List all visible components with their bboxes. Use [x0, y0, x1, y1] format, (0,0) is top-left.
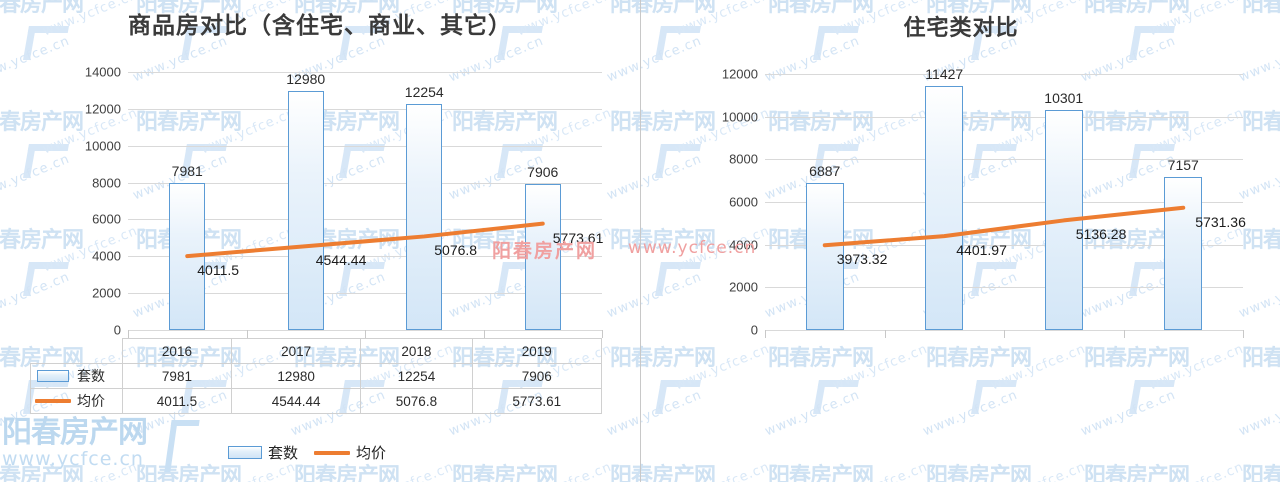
y-axis-tick-label: 0	[113, 322, 121, 338]
x-axis-tick	[602, 330, 603, 338]
chart-panel-residential: 住宅类对比 0 2000 4000 6000 8000 10000 12000 6887 114…	[641, 0, 1280, 482]
bar-value-label: 7981	[171, 162, 203, 179]
bar	[287, 90, 324, 330]
x-axis-tick	[1004, 330, 1005, 338]
gridline	[765, 287, 1243, 289]
chart-title-residential: 住宅类对比	[903, 15, 1019, 40]
bar-value-label: 10301	[1044, 90, 1084, 107]
bar-value-label: 11427	[925, 66, 964, 83]
x-axis-tick	[246, 330, 248, 338]
y-axis-tick-label: 2000	[729, 279, 758, 295]
panel-divider	[640, 0, 641, 482]
bar	[524, 184, 561, 330]
gridline	[765, 244, 1243, 246]
gridline	[765, 159, 1243, 161]
bar-value-label: 6887	[809, 163, 841, 180]
line-value-label: 4011.5	[197, 262, 240, 279]
gridline	[128, 145, 602, 147]
gridline	[765, 74, 1243, 75]
y-axis-tick-label: 10000	[721, 109, 758, 125]
legend-label-avgprice: 均价	[356, 445, 387, 462]
y-axis-tick-label: 4000	[92, 248, 121, 264]
table-row-units: 套数 7981 12980 12254 7906	[30, 363, 603, 389]
x-axis-tick	[365, 330, 366, 338]
bar-swatch-icon	[37, 370, 69, 382]
table-key-avgprice: 均价	[30, 388, 123, 414]
table-cell-units-2: 12254	[360, 363, 473, 389]
gridline	[128, 219, 602, 221]
bar	[1164, 177, 1203, 330]
table-key-units: 套数	[30, 363, 123, 389]
line-value-label: 5731.36	[1195, 213, 1246, 230]
line-value-label: 4401.97	[956, 242, 1007, 259]
table-header-year-2: 2018	[360, 338, 473, 364]
y-axis-tick-label: 12000	[84, 101, 121, 117]
line-value-label: 3973.32	[836, 251, 888, 268]
y-axis-tick-label: 8000	[92, 175, 121, 191]
gridline	[128, 72, 602, 73]
y-axis-tick-label: 4000	[729, 237, 758, 253]
bar-value-label: 12254	[404, 84, 444, 101]
gridline	[128, 182, 602, 184]
line-value-label: 5773.61	[552, 229, 604, 246]
table-cell-units-3: 7906	[471, 363, 603, 389]
y-axis-tick-label: 14000	[84, 64, 121, 80]
gridline	[765, 116, 1243, 118]
table-row-avgprice: 均价 4011.5 4544.44 5076.8 5773.61	[30, 388, 603, 414]
line-value-label: 5076.8	[434, 242, 478, 259]
table-header-year-3: 2019	[471, 338, 603, 364]
x-axis-tick	[765, 330, 766, 338]
line-swatch-icon	[35, 399, 71, 403]
series-label-units: 套数	[77, 368, 105, 384]
table-cell-avgprice-2: 5076.8	[360, 388, 473, 414]
plot-area-commercial: 0 2000 4000 6000 8000 10000 12000 14000 7981 1298…	[85, 65, 604, 338]
chart-panel-commercial: 商品房对比（含住宅、商业、其它） 0 2000 4000 6000 8000 10000 1…	[30, 13, 604, 463]
x-axis-tick	[884, 330, 886, 338]
y-axis-tick-label: 0	[750, 322, 758, 338]
gridline	[128, 293, 602, 295]
line-value-label: 5136.28	[1075, 226, 1127, 243]
bar-value-label: 7157	[1167, 157, 1199, 174]
series-label-avgprice: 均价	[77, 393, 105, 409]
gridline	[128, 108, 602, 110]
table-cell-avgprice-3: 5773.61	[471, 388, 603, 414]
data-table-commercial: 2016 2017 2018 2019 套数 7981 12980 12254 …	[30, 338, 603, 414]
gridline	[765, 202, 1243, 203]
table-cell-units-0: 7981	[122, 363, 232, 389]
table-cell-avgprice-0: 4011.5	[122, 388, 232, 414]
chart-title-commercial: 商品房对比（含住宅、商业、其它）	[128, 13, 512, 38]
y-axis-tick-label: 6000	[729, 194, 758, 210]
y-axis-tick-label: 12000	[721, 66, 758, 82]
table-corner-cell	[30, 338, 123, 364]
bar	[805, 183, 844, 330]
bar	[406, 104, 443, 330]
plot-area-residential: 0 2000 4000 6000 8000 10000 12000 6887 11427 1030…	[722, 66, 1246, 338]
x-axis-tick	[1243, 330, 1244, 338]
table-cell-avgprice-1: 4544.44	[230, 388, 362, 414]
table-row-years: 2016 2017 2018 2019	[30, 338, 603, 364]
legend-bar-icon	[228, 446, 262, 459]
bar-value-label: 7906	[527, 164, 559, 181]
trend-line	[185, 221, 545, 259]
bar-value-label: 12980	[286, 70, 326, 87]
y-axis-tick-label: 8000	[729, 151, 758, 167]
y-axis-tick-label: 2000	[92, 285, 121, 301]
table-header-year-0: 2016	[122, 338, 232, 364]
trend-line	[822, 205, 1186, 248]
x-axis-tick	[1123, 330, 1125, 338]
y-axis-tick-label: 6000	[92, 211, 121, 227]
table-header-year-1: 2017	[230, 338, 362, 364]
legend-line-icon	[314, 450, 351, 455]
x-axis-tick	[483, 330, 485, 338]
line-value-label: 4544.44	[315, 252, 367, 269]
bar	[925, 86, 964, 330]
chart-legend-commercial: 套数 均价	[228, 442, 396, 463]
legend-label-units: 套数	[268, 445, 299, 462]
y-axis-tick-label: 10000	[84, 138, 121, 154]
table-cell-units-1: 12980	[230, 363, 362, 389]
x-axis-tick	[128, 330, 129, 338]
gridline	[128, 256, 602, 258]
